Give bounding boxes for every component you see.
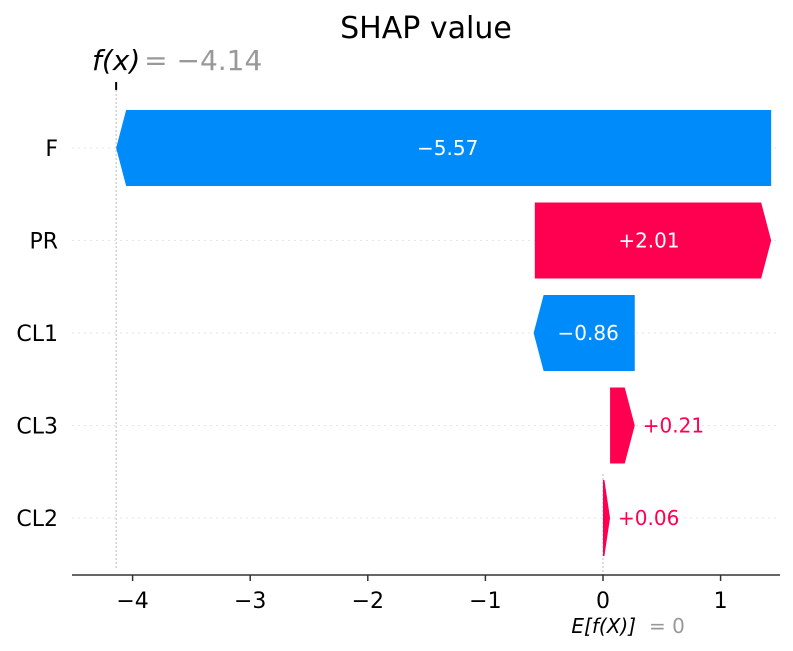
x-tick-label: −3 [234, 589, 266, 614]
bar-f [116, 110, 772, 186]
bar-value-label: −5.57 [417, 136, 478, 160]
chart-title: SHAP value [340, 11, 512, 46]
bar-value-label: −0.86 [558, 321, 619, 345]
feature-label: PR [29, 230, 58, 255]
x-tick-label: −4 [116, 589, 148, 614]
feature-label: CL1 [16, 322, 58, 347]
bar-cl1 [533, 295, 635, 371]
ex-label: E[f(X)] [571, 614, 636, 638]
feature-label: CL2 [16, 507, 58, 532]
bar-cl3 [610, 387, 635, 464]
fx-label: f(x) [92, 44, 140, 77]
x-tick-label: 0 [596, 589, 610, 614]
feature-label: F [45, 137, 58, 162]
x-tick-label: 1 [714, 589, 728, 614]
bar-value-label: +0.06 [618, 506, 679, 530]
x-tick-label: −2 [352, 589, 384, 614]
feature-label: CL3 [16, 415, 58, 440]
bar-value-label: +0.21 [643, 414, 704, 438]
bar-value-label: +2.01 [618, 229, 679, 253]
bar-pr [534, 202, 772, 279]
bar-cl2 [603, 480, 611, 556]
x-tick-label: −1 [469, 589, 501, 614]
fx-value: = −4.14 [144, 44, 262, 77]
ex-value: = 0 [649, 614, 685, 638]
